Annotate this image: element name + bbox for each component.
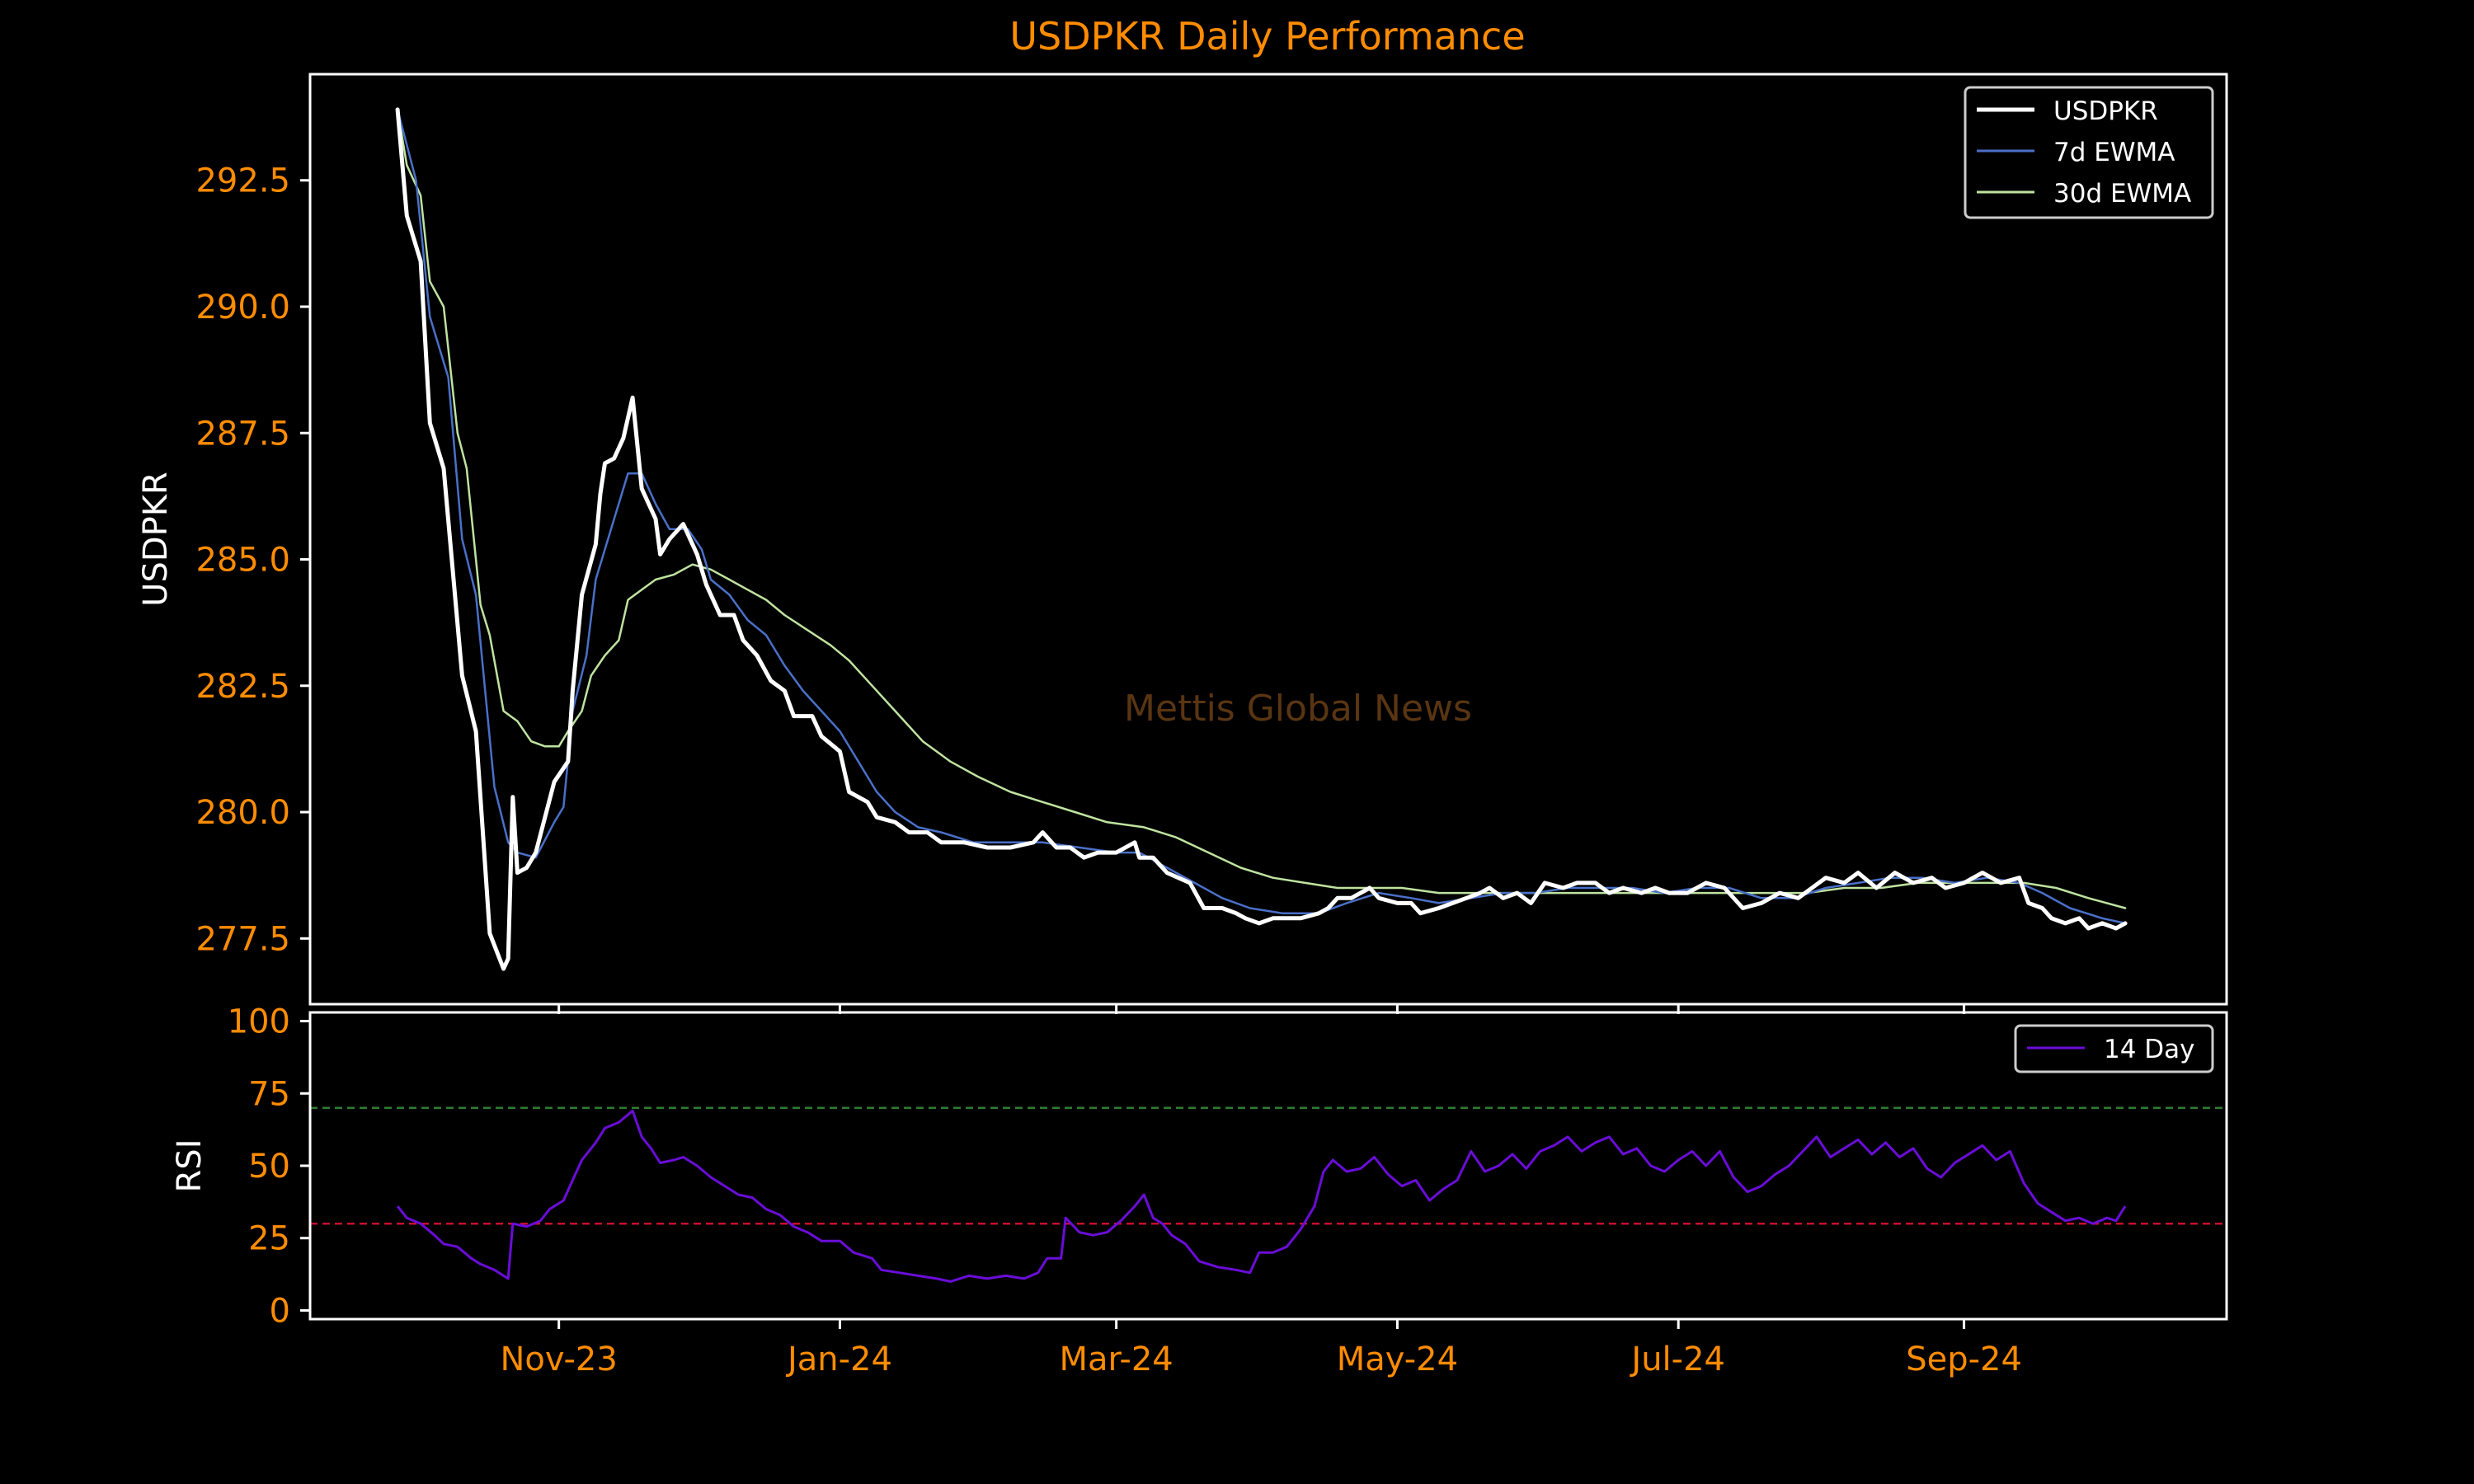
x-tick-label: Jan-24 xyxy=(785,1341,892,1378)
price-y-axis-label: USDPKR xyxy=(137,472,175,607)
price-y-ticks: 277.5 280.0 282.5 285.0 287.5 290.0 292.5 xyxy=(195,162,310,958)
rsi-y-tick-label: 75 xyxy=(248,1075,290,1113)
x-tick-label: Sep-24 xyxy=(1906,1341,2022,1378)
rsi-reference-lines xyxy=(310,1106,2227,1225)
ewma30-line xyxy=(396,108,2127,909)
watermark: Mettis Global News xyxy=(1124,688,1472,730)
rsi-y-tick-label: 0 xyxy=(270,1292,290,1330)
price-legend-box xyxy=(1964,86,2214,219)
price-plot-frame xyxy=(308,73,2228,1006)
rsi-y-ticks: 0 25 50 75 100 xyxy=(228,1003,310,1330)
price-y-tick-label: 292.5 xyxy=(195,162,290,200)
price-y-tick-label: 280.0 xyxy=(195,794,290,832)
rsi-legend-box xyxy=(2014,1024,2214,1073)
rsi-y-tick-label: 50 xyxy=(248,1148,290,1186)
price-y-tick-label: 287.5 xyxy=(195,415,290,453)
rsi-y-axis-label: RSI xyxy=(171,1139,209,1193)
price-series-lines xyxy=(395,107,2128,971)
chart-title: USDPKR Daily Performance xyxy=(1009,14,1525,59)
usdpkr-line xyxy=(395,107,2128,971)
x-tick-label: Nov-23 xyxy=(501,1341,618,1378)
price-legend[interactable]: USDPKR 7d EWMA 30d EWMA xyxy=(1964,86,2214,219)
legend-label-ewma7: 7d EWMA xyxy=(2053,138,2175,167)
price-y-tick-label: 285.0 xyxy=(195,542,290,580)
legend-label-rsi: 14 Day xyxy=(2104,1035,2195,1064)
x-tick-label: May-24 xyxy=(1337,1341,1458,1378)
rsi-plot-frame xyxy=(308,1011,2228,1321)
x-tick-label: Mar-24 xyxy=(1060,1341,1174,1378)
rsi-14-day-line xyxy=(396,1109,2127,1283)
rsi-series-lines xyxy=(396,1109,2127,1283)
legend-label-usdpkr: USDPKR xyxy=(2053,96,2158,126)
rsi-legend[interactable]: 14 Day xyxy=(2014,1024,2214,1073)
legend-label-ewma30: 30d EWMA xyxy=(2053,179,2191,209)
x-tick-label: Jul-24 xyxy=(1629,1341,1725,1378)
x-axis-ticks: Nov-23 Jan-24 Mar-24 May-24 Jul-24 Sep-24 xyxy=(501,1004,2022,1378)
price-y-tick-label: 290.0 xyxy=(195,289,290,326)
rsi-y-tick-label: 100 xyxy=(228,1003,290,1041)
price-y-tick-label: 282.5 xyxy=(195,668,290,706)
price-y-tick-label: 277.5 xyxy=(195,920,290,958)
rsi-y-tick-label: 25 xyxy=(248,1220,290,1258)
